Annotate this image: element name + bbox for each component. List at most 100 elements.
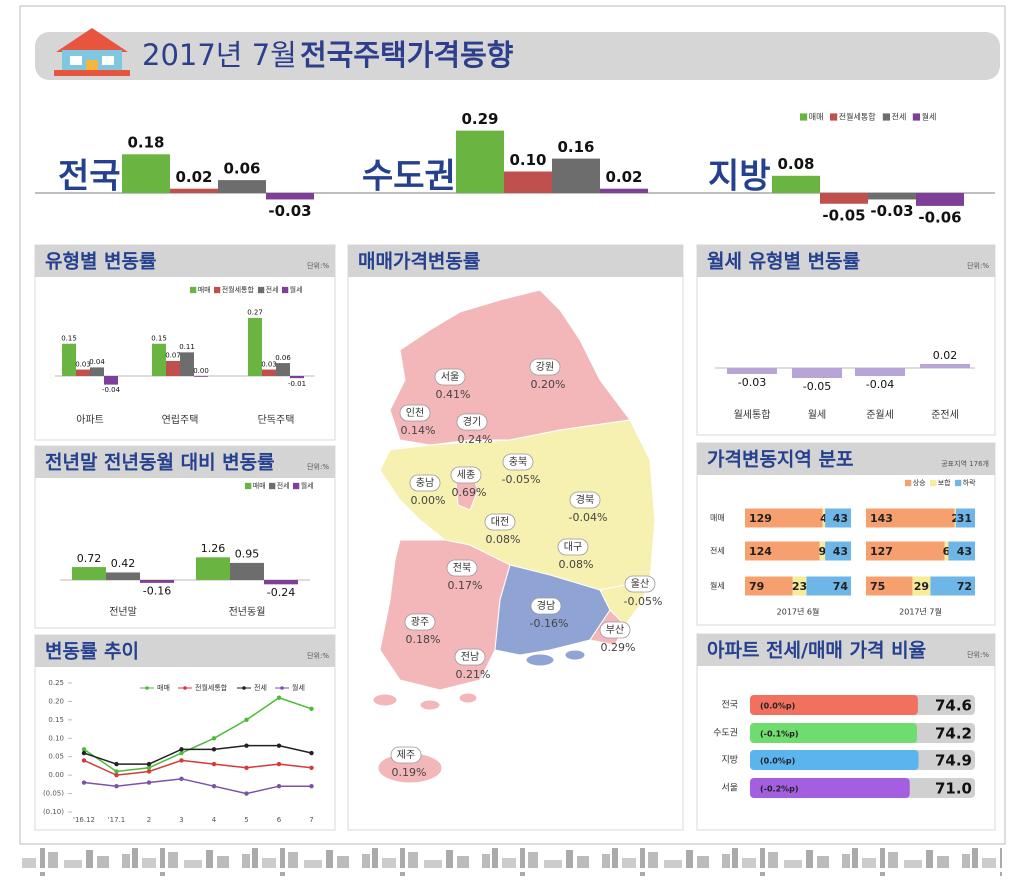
category-label: 수도권 bbox=[362, 157, 456, 197]
panel-header bbox=[35, 635, 335, 667]
value-label: -0.01 bbox=[288, 380, 306, 388]
header-bar bbox=[35, 32, 1000, 80]
region-pill bbox=[390, 746, 422, 764]
panel-unit: 단위:% bbox=[307, 261, 329, 270]
point bbox=[179, 776, 184, 782]
value-label: 0.42 bbox=[111, 557, 136, 570]
segment-label: 31 bbox=[957, 512, 972, 525]
region-name: 울산 bbox=[631, 578, 649, 590]
bar bbox=[727, 368, 777, 374]
x-tick-label: 7 bbox=[309, 816, 313, 824]
region-value: 0.18% bbox=[406, 633, 441, 646]
value-label: 1.26 bbox=[201, 542, 226, 555]
category-label: 전년말 bbox=[109, 606, 137, 618]
region-name: 서울 bbox=[441, 371, 459, 383]
region-pill bbox=[456, 413, 488, 431]
bar bbox=[820, 193, 868, 204]
value-label: -0.05 bbox=[803, 380, 831, 393]
bar bbox=[264, 580, 298, 585]
change-label: (-0.1%p) bbox=[760, 730, 799, 739]
legend-label: 매매 bbox=[253, 482, 266, 490]
point bbox=[81, 780, 87, 785]
bar bbox=[552, 158, 600, 193]
bar bbox=[772, 175, 820, 193]
point bbox=[211, 784, 217, 789]
point bbox=[81, 758, 87, 763]
region-value: 0.21% bbox=[456, 668, 491, 681]
legend-swatch bbox=[912, 113, 920, 121]
map-island bbox=[372, 693, 398, 707]
bar bbox=[248, 317, 262, 376]
value-label: 0.02 bbox=[605, 168, 642, 186]
legend-swatch bbox=[955, 479, 962, 487]
segment bbox=[825, 541, 851, 561]
segment bbox=[825, 508, 851, 528]
category-label: 단독주택 bbox=[258, 414, 295, 426]
value-label: -0.03 bbox=[870, 202, 913, 220]
point bbox=[276, 784, 282, 789]
point bbox=[309, 765, 314, 770]
segment-label: 9 bbox=[819, 545, 827, 558]
legend-label: 보합 bbox=[938, 478, 951, 487]
legend-label: 전세 bbox=[277, 481, 290, 490]
panel-label: 2017년 6월 bbox=[777, 607, 820, 617]
value-label: 0.11 bbox=[179, 343, 195, 351]
region-name: 제주 bbox=[397, 749, 415, 761]
point bbox=[81, 747, 87, 752]
x-tick-label: 2 bbox=[147, 816, 151, 824]
value-label: -0.06 bbox=[918, 208, 961, 226]
region-pill bbox=[409, 474, 441, 492]
legend-swatch bbox=[245, 482, 252, 490]
panel-title: 유형별 변동률 bbox=[45, 251, 157, 273]
point bbox=[179, 747, 184, 752]
region-value: -0.05% bbox=[502, 473, 541, 486]
value-label: -0.03 bbox=[268, 202, 311, 220]
row-label: 전국 bbox=[721, 700, 738, 711]
region-name: 광주 bbox=[411, 616, 429, 628]
bar bbox=[855, 368, 905, 376]
point bbox=[276, 761, 282, 767]
house-icon bbox=[54, 28, 130, 76]
x-tick-label: 4 bbox=[212, 816, 217, 824]
category-label: 전년동월 bbox=[229, 606, 266, 618]
value-label: -0.04 bbox=[866, 378, 894, 391]
region-pill bbox=[404, 613, 436, 631]
segment bbox=[745, 541, 820, 561]
map-island bbox=[419, 699, 441, 711]
value-label: 74.2 bbox=[935, 725, 972, 743]
segment-label: 79 bbox=[749, 580, 764, 593]
bar bbox=[792, 368, 842, 378]
segment-label: 29 bbox=[914, 580, 929, 593]
map-island bbox=[525, 653, 555, 667]
segment-label: 127 bbox=[870, 545, 893, 558]
region-name: 충남 bbox=[416, 477, 434, 489]
panel-header bbox=[35, 245, 335, 277]
value-label: 0.06 bbox=[275, 354, 291, 362]
region-value: -0.04% bbox=[569, 511, 608, 524]
value-label: -0.04 bbox=[102, 386, 121, 394]
legend-label: 전세 bbox=[254, 683, 267, 692]
bar bbox=[290, 376, 304, 379]
bar bbox=[868, 193, 916, 200]
legend-swatch bbox=[882, 113, 890, 121]
segment-label: 2 bbox=[951, 512, 959, 525]
line bbox=[83, 778, 312, 795]
segment bbox=[819, 541, 826, 561]
bar bbox=[122, 154, 170, 193]
point bbox=[309, 750, 314, 756]
region-value: 0.24% bbox=[458, 433, 493, 446]
row-label: 전세 bbox=[710, 546, 725, 556]
y-tick-label: 0.25 bbox=[48, 679, 64, 687]
value-label: 0.02 bbox=[933, 349, 958, 362]
point bbox=[309, 784, 314, 789]
value-label: 0.16 bbox=[557, 138, 594, 156]
row-label: 매매 bbox=[710, 514, 725, 523]
region-pill bbox=[450, 466, 482, 484]
region-pill bbox=[557, 538, 589, 556]
category-label: 아파트 bbox=[76, 414, 104, 426]
region-value: 0.29% bbox=[601, 641, 636, 654]
point bbox=[114, 761, 119, 767]
bar bbox=[104, 376, 118, 385]
title-date: 2017년 7월 bbox=[142, 38, 297, 72]
legend-label: 전세 bbox=[266, 285, 279, 294]
